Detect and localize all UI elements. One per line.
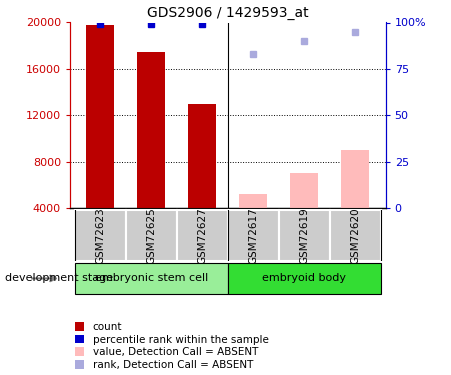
Bar [138, 51, 166, 255]
FancyBboxPatch shape [279, 210, 330, 261]
FancyBboxPatch shape [75, 262, 228, 294]
FancyBboxPatch shape [228, 262, 381, 294]
Bar [189, 104, 216, 255]
Bar [290, 173, 318, 255]
Text: GSM72617: GSM72617 [248, 207, 258, 264]
FancyBboxPatch shape [177, 210, 228, 261]
FancyBboxPatch shape [330, 210, 381, 261]
FancyBboxPatch shape [228, 210, 279, 261]
Bar [239, 194, 267, 255]
FancyBboxPatch shape [126, 210, 177, 261]
Legend: count, percentile rank within the sample, value, Detection Call = ABSENT, rank, : count, percentile rank within the sample… [75, 322, 269, 370]
FancyBboxPatch shape [75, 210, 126, 261]
Bar [341, 150, 369, 255]
Text: GSM72627: GSM72627 [197, 207, 207, 264]
Text: GSM72619: GSM72619 [299, 207, 309, 264]
Text: embryonic stem cell: embryonic stem cell [95, 273, 208, 284]
Text: GSM72623: GSM72623 [96, 207, 106, 264]
Bar [87, 25, 115, 255]
Text: embryoid body: embryoid body [262, 273, 346, 284]
Title: GDS2906 / 1429593_at: GDS2906 / 1429593_at [147, 6, 308, 20]
Text: GSM72625: GSM72625 [147, 207, 156, 264]
Text: development stage: development stage [5, 273, 113, 284]
Text: GSM72620: GSM72620 [350, 207, 360, 264]
